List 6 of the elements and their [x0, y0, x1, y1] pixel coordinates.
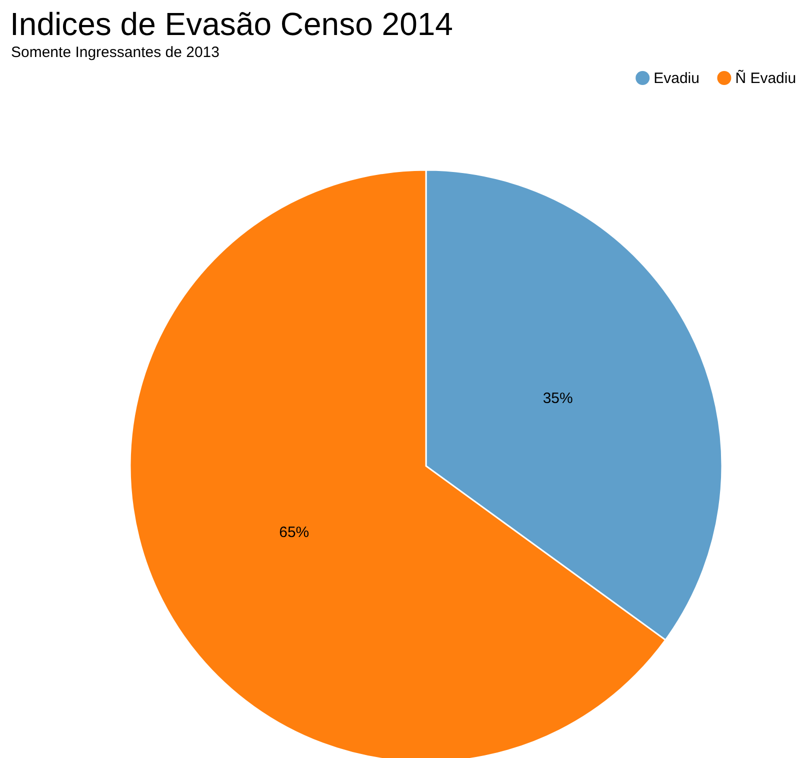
data-label: 65%: [279, 524, 310, 542]
legend-label: Ñ Evadiu: [735, 69, 796, 87]
data-label: 35%: [542, 390, 573, 407]
chart-title: Indices de Evasão Censo 2014: [10, 6, 453, 42]
chart-subtitle: Somente Ingressantes de 2013: [11, 44, 220, 61]
legend-label: Evadiu: [654, 70, 700, 87]
